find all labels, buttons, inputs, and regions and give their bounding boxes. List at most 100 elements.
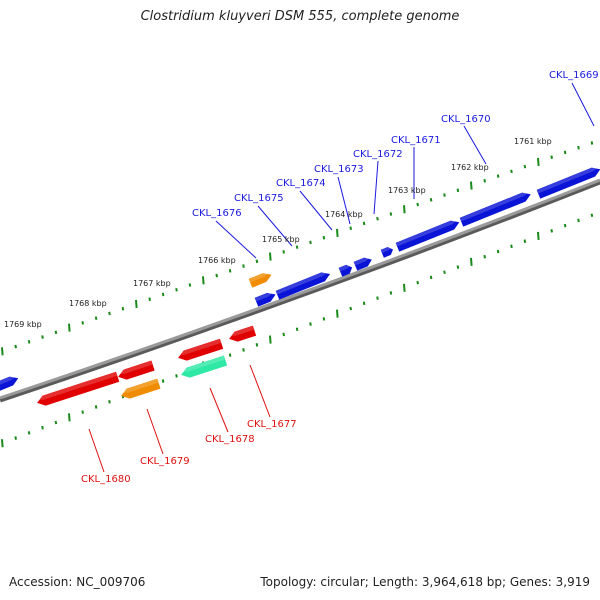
- minor-tick: [282, 332, 285, 337]
- forward-gene-arrow-shape[interactable]: [459, 190, 532, 227]
- forward-gene-arrow-shape[interactable]: [0, 374, 19, 393]
- forward-label-connector: [257, 205, 293, 247]
- minor-tick: [362, 301, 366, 306]
- minor-tick: [188, 283, 192, 287]
- minor-tick: [577, 145, 580, 150]
- forward-gene-arrow-shape[interactable]: [338, 264, 353, 277]
- minor-tick: [161, 379, 165, 383]
- minor-tick: [54, 330, 58, 335]
- forward-gene-arrow-highlight: [537, 166, 599, 194]
- major-tick: [336, 309, 339, 318]
- reverse-gene-label: CKL_1679: [140, 456, 190, 467]
- minor-tick: [94, 405, 98, 409]
- reverse-gene-arrow-shape[interactable]: [177, 338, 224, 362]
- forward-gene-arrow-highlight: [381, 247, 392, 253]
- reverse-gene-label: CKL_1678: [205, 434, 255, 445]
- forward-gene-arrow[interactable]: [0, 374, 19, 393]
- reverse-gene-arrow[interactable]: [36, 371, 120, 407]
- teal-gene-arrow[interactable]: [180, 355, 228, 380]
- minor-tick: [175, 287, 178, 292]
- map-title: Clostridium kluyveri DSM 555, complete g…: [140, 9, 460, 24]
- forward-gene-arrow[interactable]: [338, 264, 353, 277]
- forward-gene-label: CKL_1674: [276, 178, 326, 189]
- forward-label-connector: [373, 160, 379, 215]
- kbp-label: 1765 kbp: [262, 235, 300, 244]
- forward-gene-label: CKL_1672: [353, 149, 403, 160]
- major-tick: [1, 439, 4, 448]
- teal-gene-arrow-shape[interactable]: [180, 355, 228, 380]
- orange-gene-arrow[interactable]: [120, 378, 161, 401]
- minor-tick: [349, 226, 352, 230]
- orange-gene-arrow[interactable]: [248, 271, 273, 288]
- minor-tick: [81, 321, 84, 325]
- minor-tick: [429, 275, 433, 280]
- gene-features[interactable]: [0, 165, 600, 407]
- reverse-gene-arrow-shape[interactable]: [117, 360, 155, 382]
- genome-summary: Topology: circular; Length: 3,964,618 bp…: [260, 575, 590, 589]
- minor-tick: [27, 431, 31, 435]
- forward-gene-arrow[interactable]: [536, 165, 600, 199]
- major-tick: [269, 252, 272, 261]
- orange-gene-arrow-shape[interactable]: [248, 271, 273, 288]
- minor-tick: [14, 344, 17, 349]
- reverse-gene-arrow-highlight: [228, 325, 254, 336]
- forward-gene-arrow[interactable]: [353, 256, 373, 271]
- minor-tick: [41, 335, 44, 339]
- forward-gene-arrow[interactable]: [275, 270, 331, 300]
- major-tick: [336, 228, 339, 238]
- orange-gene-arrow-highlight: [249, 272, 271, 283]
- forward-gene-arrow-shape[interactable]: [275, 270, 331, 300]
- minor-tick: [242, 348, 245, 352]
- minor-tick: [523, 164, 527, 169]
- minor-tick: [108, 311, 111, 316]
- minor-tick: [14, 436, 17, 440]
- forward-gene-arrow-shape[interactable]: [536, 165, 600, 199]
- minor-tick: [255, 342, 259, 347]
- kbp-label: 1767 kbp: [133, 279, 171, 288]
- minor-tick: [255, 259, 259, 264]
- reverse-gene-arrow-shape[interactable]: [36, 371, 120, 407]
- forward-label-connector: [337, 176, 351, 225]
- forward-gene-arrow-highlight: [460, 191, 530, 222]
- reverse-gene-arrow[interactable]: [117, 360, 155, 382]
- forward-gene-arrow-shape[interactable]: [380, 246, 394, 258]
- reverse-gene-arrow[interactable]: [228, 325, 257, 344]
- major-tick: [403, 205, 406, 214]
- minor-tick: [108, 399, 111, 404]
- minor-tick: [175, 374, 178, 378]
- reverse-gene-arrow-shape[interactable]: [228, 325, 257, 344]
- genome-backbone-shadow: [0, 179, 600, 403]
- label-connectors: [88, 82, 595, 473]
- forward-gene-arrow[interactable]: [380, 246, 394, 258]
- major-tick: [68, 413, 71, 422]
- reverse-gene-label: CKL_1677: [247, 419, 297, 430]
- forward-gene-arrow[interactable]: [459, 190, 532, 227]
- minor-tick: [54, 420, 58, 425]
- kbp-label: 1762 kbp: [451, 163, 489, 172]
- minor-tick: [282, 250, 285, 254]
- forward-gene-label: CKL_1676: [192, 208, 242, 219]
- forward-gene-arrow-highlight: [339, 265, 351, 272]
- minor-tick: [456, 188, 460, 193]
- forward-gene-arrow-shape[interactable]: [254, 291, 277, 307]
- forward-gene-arrow-highlight: [396, 219, 458, 247]
- minor-tick: [309, 322, 312, 326]
- forward-gene-arrow[interactable]: [254, 291, 277, 307]
- outer-tick-ring: [1, 141, 594, 356]
- minor-tick: [148, 297, 151, 301]
- minor-tick: [376, 296, 379, 300]
- reverse-gene-arrow[interactable]: [177, 338, 224, 362]
- forward-gene-label: CKL_1673: [314, 164, 364, 175]
- forward-gene-arrow-shape[interactable]: [395, 218, 461, 252]
- orange-gene-arrow-shape[interactable]: [120, 378, 161, 401]
- minor-tick: [41, 425, 44, 430]
- forward-gene-arrow[interactable]: [395, 218, 461, 252]
- reverse-label-connector: [146, 408, 164, 455]
- minor-tick: [242, 264, 245, 268]
- forward-label-connector: [215, 220, 257, 259]
- minor-tick: [416, 202, 419, 207]
- forward-gene-label: CKL_1670: [441, 114, 491, 125]
- forward-gene-arrow-shape[interactable]: [353, 256, 373, 271]
- minor-tick: [550, 229, 553, 233]
